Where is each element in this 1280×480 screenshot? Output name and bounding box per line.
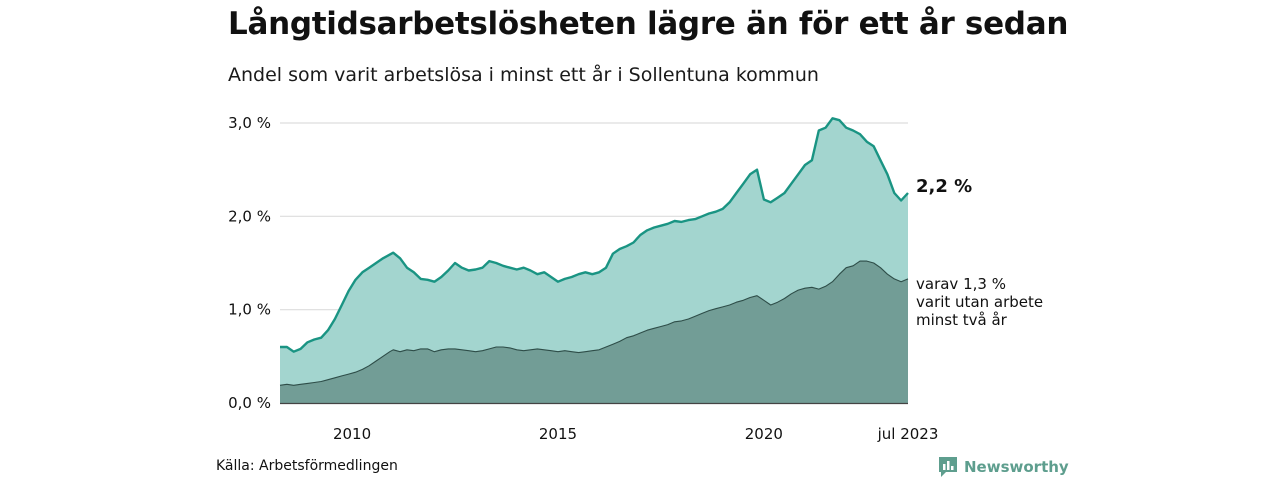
- y-axis-ticks: 0,0 % 1,0 % 2,0 % 3,0 %: [228, 114, 271, 412]
- y-tick-label: 3,0 %: [228, 114, 271, 132]
- chart-title: Långtidsarbetslösheten lägre än för ett …: [228, 6, 1069, 42]
- x-tick-label: 2020: [745, 425, 783, 443]
- two-year-area: [280, 261, 908, 403]
- end-label-sub-line-2: varit utan arbete: [916, 293, 1043, 311]
- y-tick-label: 0,0 %: [228, 394, 271, 412]
- total-line: [280, 117, 909, 353]
- brand-name: Newsworthy: [964, 458, 1069, 476]
- x-axis-ticks: 2010 2015 2020 jul 2023: [333, 425, 938, 443]
- x-tick-label: 2010: [333, 425, 371, 443]
- y-tick-label: 1,0 %: [228, 301, 271, 319]
- end-label-total: 2,2 %: [916, 176, 972, 197]
- end-label-sub-line-1: varav 1,3 %: [916, 275, 1006, 293]
- two-year-line: [279, 260, 909, 386]
- newsworthy-logo: Newsworthy: [938, 456, 1069, 478]
- chart-icon: [939, 457, 957, 477]
- x-tick-label: 2015: [539, 425, 577, 443]
- chart-subtitle: Andel som varit arbetslösa i minst ett å…: [228, 64, 819, 86]
- source-note: Källa: Arbetsförmedlingen: [216, 458, 398, 474]
- x-tick-label: jul 2023: [877, 425, 939, 443]
- end-label-sub-line-3: minst två år: [916, 311, 1008, 329]
- y-tick-label: 2,0 %: [228, 207, 271, 225]
